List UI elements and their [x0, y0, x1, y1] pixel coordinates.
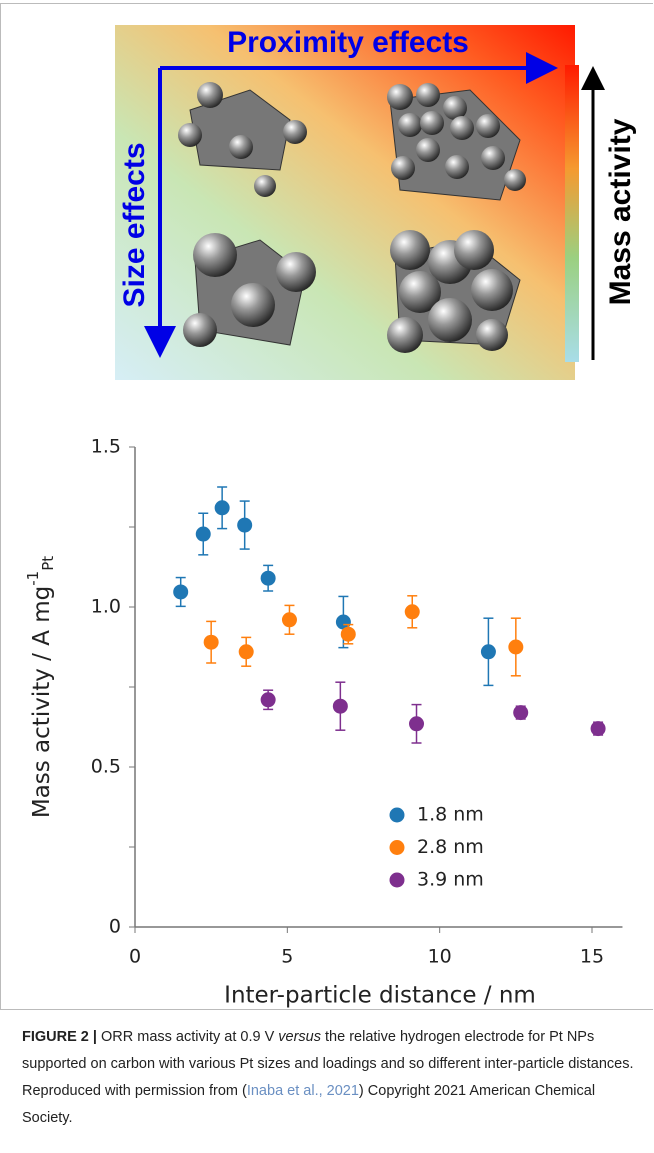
legend-label: 2.8 nm [417, 836, 484, 858]
data-point [261, 692, 276, 707]
data-point [204, 635, 219, 650]
data-point [508, 640, 523, 655]
x-axis-label: Inter-particle distance / nm [224, 983, 536, 1009]
data-point [239, 644, 254, 659]
figure: Proximity effects Size effects Mass acti… [0, 0, 654, 1010]
proximity-label: Proximity effects [227, 26, 469, 59]
legend-label: 3.9 nm [417, 869, 484, 891]
caption-italic: versus [278, 1029, 321, 1045]
legend-label: 1.8 nm [417, 804, 484, 826]
y-tick-label: 0 [109, 916, 121, 938]
figure-caption: FIGURE 2 | ORR mass activity at 0.9 V ve… [22, 1024, 636, 1132]
y-tick-label: 1.5 [91, 436, 121, 458]
y-tick-label: 1.0 [91, 596, 121, 618]
page: Proximity effects Size effects Mass acti… [0, 0, 654, 1153]
y-label-sub: Pt [39, 556, 57, 571]
data-point [405, 604, 420, 619]
data-point [215, 500, 230, 515]
legend-marker [390, 873, 405, 888]
y-label-text: Mass activity / A mg [29, 586, 55, 818]
schematic: Proximity effects Size effects Mass acti… [115, 25, 637, 380]
caption-text: ORR mass activity at 0.9 V [97, 1029, 278, 1045]
y-label-sup: -1 [24, 571, 42, 586]
colorbar [565, 65, 579, 362]
legend-marker [390, 840, 405, 855]
legend-marker [390, 808, 405, 823]
y-axis-label: Mass activity / A mg-1Pt [24, 556, 57, 818]
citation-link[interactable]: Inaba et al., 2021 [247, 1083, 359, 1099]
data-point [591, 721, 606, 736]
data-point [282, 612, 297, 627]
data-point [341, 627, 356, 642]
y-tick-label: 0.5 [91, 756, 121, 778]
data-point [409, 716, 424, 731]
data-point [237, 518, 252, 533]
data-point [173, 584, 188, 599]
size-label: Size effects [118, 142, 151, 307]
data-point [333, 699, 348, 714]
x-tick-label: 0 [129, 946, 141, 968]
data-point [261, 571, 276, 586]
data-point [196, 527, 211, 542]
x-tick-label: 10 [428, 946, 452, 968]
caption-label: FIGURE 2 | [22, 1029, 97, 1045]
data-point [481, 644, 496, 659]
scatter-chart: 0 0.5 1.0 1.5 0 5 10 15 Inter-particle distance … [24, 436, 623, 1009]
data-point [513, 705, 528, 720]
activity-label: Mass activity [604, 118, 637, 305]
x-tick-label: 5 [281, 946, 293, 968]
x-tick-label: 15 [580, 946, 604, 968]
